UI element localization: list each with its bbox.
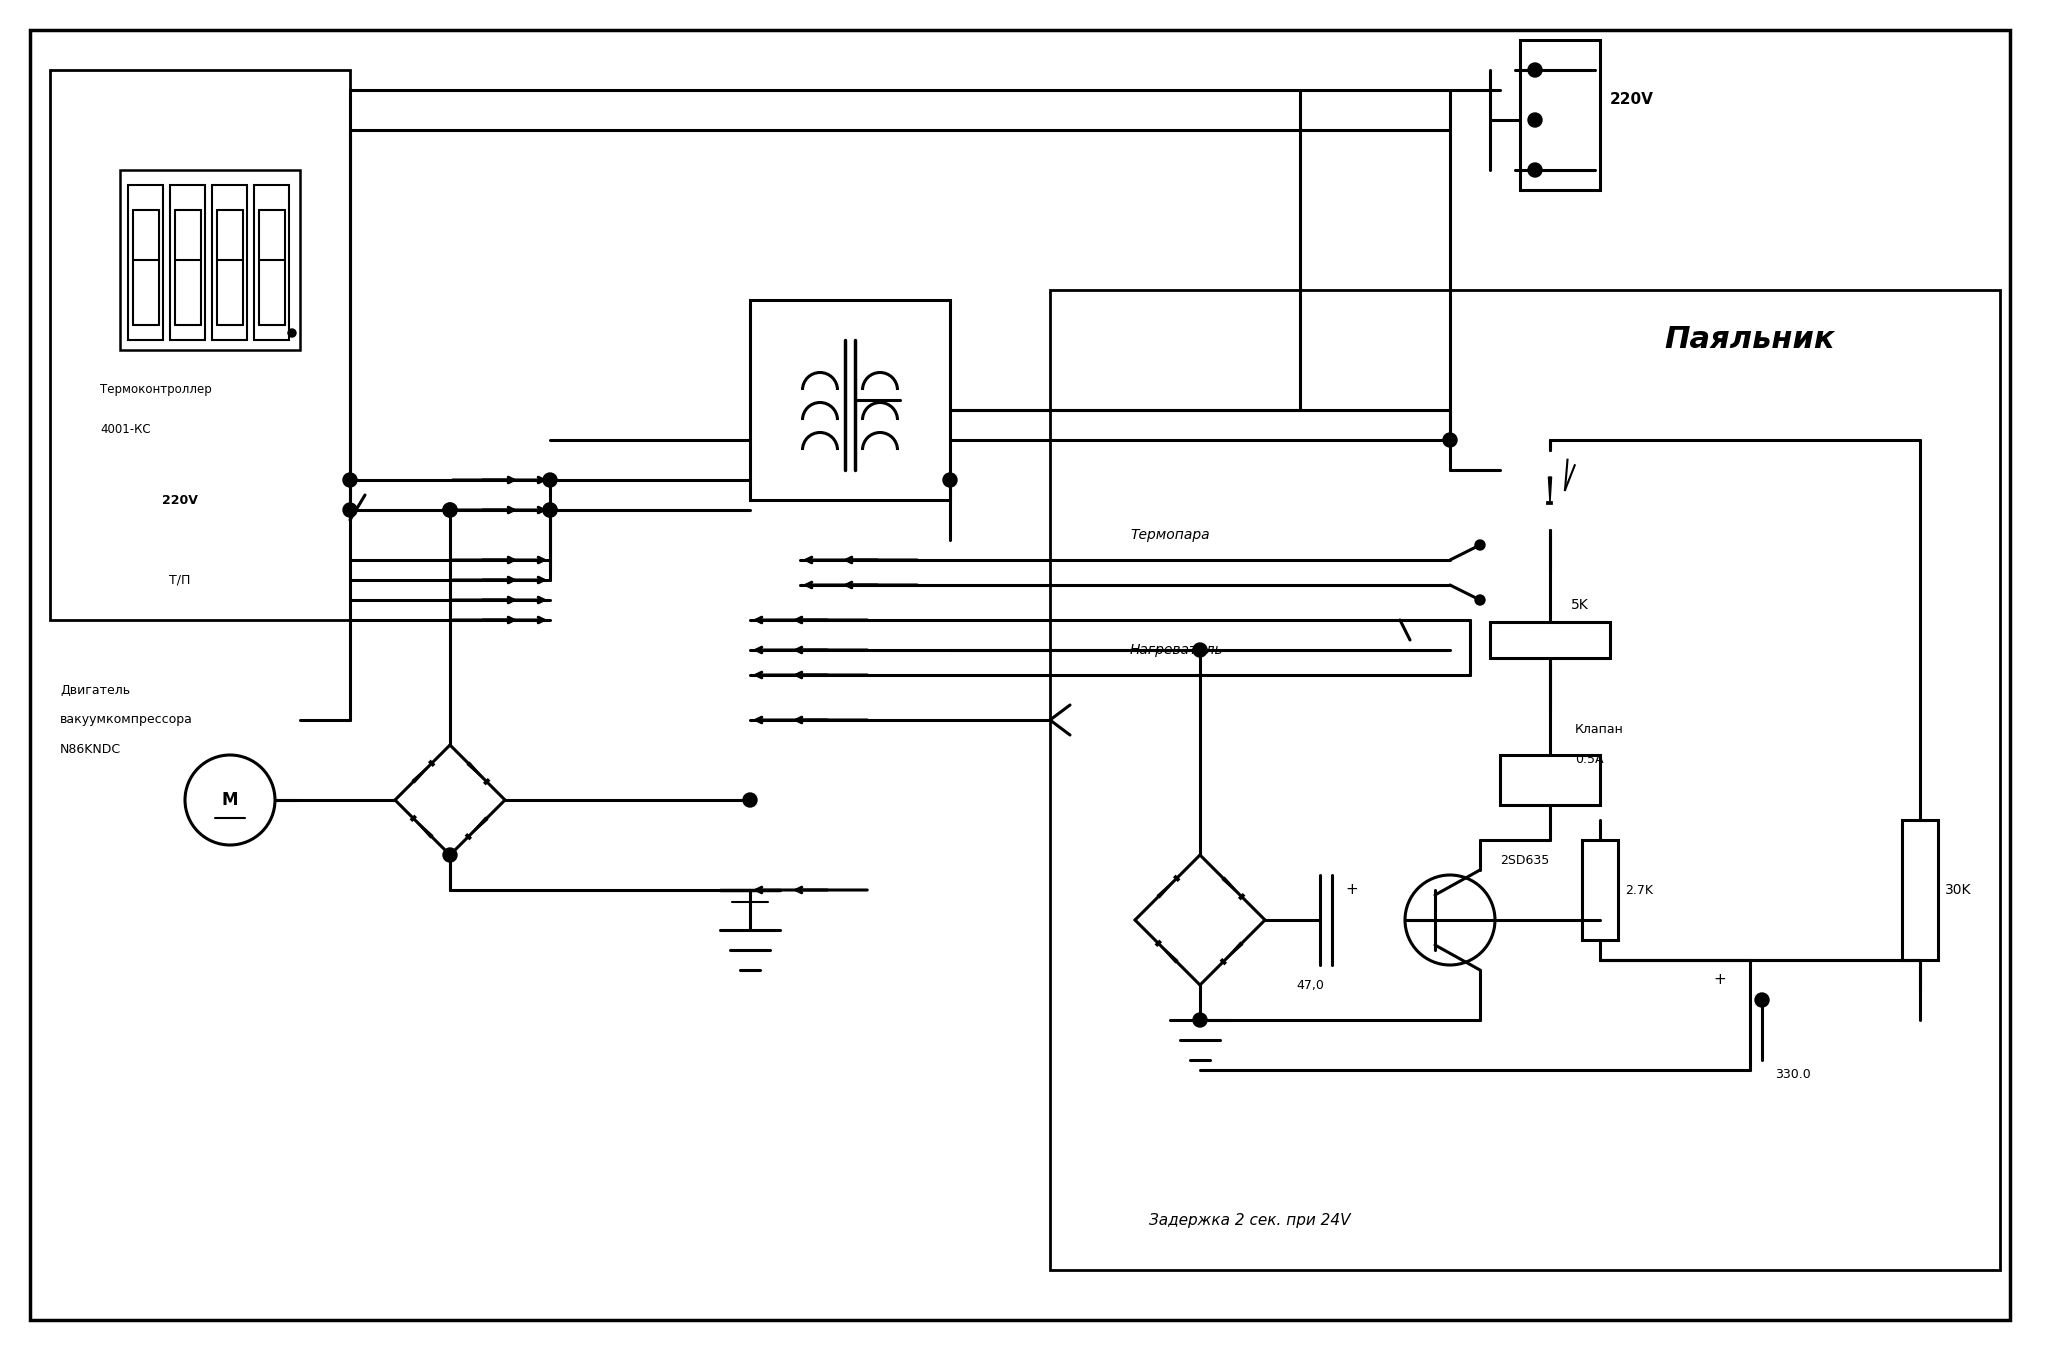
Text: Двигатель: Двигатель: [60, 684, 129, 696]
Text: Термоконтроллер: Термоконтроллер: [101, 384, 212, 396]
Text: 30K: 30K: [1944, 884, 1971, 897]
Circle shape: [1194, 1012, 1206, 1028]
Bar: [171, 185, 206, 340]
Circle shape: [1194, 643, 1206, 658]
Circle shape: [288, 329, 296, 337]
Circle shape: [1529, 63, 1541, 77]
Text: Паяльник: Паяльник: [1665, 326, 1835, 355]
Circle shape: [1529, 163, 1541, 177]
Circle shape: [1475, 595, 1486, 606]
Circle shape: [343, 473, 358, 486]
Text: Т/П: Т/П: [169, 574, 191, 586]
Text: вакуумкомпрессора: вакуумкомпрессора: [60, 714, 193, 726]
Text: +: +: [1714, 973, 1726, 988]
Text: Термопара: Термопара: [1130, 527, 1210, 543]
Text: 2.7K: 2.7K: [1626, 884, 1652, 896]
Polygon shape: [1223, 943, 1243, 962]
Polygon shape: [466, 762, 487, 782]
Polygon shape: [413, 763, 432, 782]
Circle shape: [543, 503, 557, 516]
Text: Задержка 2 сек. при 24V: Задержка 2 сек. при 24V: [1149, 1212, 1350, 1228]
Circle shape: [444, 503, 456, 516]
Text: 220V: 220V: [162, 493, 197, 507]
Circle shape: [1443, 433, 1457, 447]
Circle shape: [444, 503, 456, 516]
Text: 220V: 220V: [1609, 93, 1654, 107]
Text: 5K: 5K: [1572, 597, 1589, 612]
Circle shape: [1529, 112, 1541, 127]
Circle shape: [1475, 540, 1486, 549]
Text: 47,0: 47,0: [1297, 978, 1323, 992]
Polygon shape: [413, 818, 434, 838]
Text: Нагреватель: Нагреватель: [1130, 643, 1223, 658]
Text: Клапан: Клапан: [1574, 723, 1623, 737]
Text: 2SD635: 2SD635: [1500, 854, 1549, 866]
Bar: [255, 185, 290, 340]
Bar: [49, 70, 349, 621]
Polygon shape: [1223, 877, 1241, 897]
Circle shape: [343, 503, 358, 516]
Bar: [1521, 40, 1601, 190]
Text: N86KNDC: N86KNDC: [60, 744, 121, 756]
Circle shape: [744, 793, 756, 807]
Bar: [1050, 290, 2000, 1270]
Text: 0.5А: 0.5А: [1574, 754, 1603, 766]
Bar: [127, 185, 162, 340]
Circle shape: [1755, 993, 1769, 1007]
Bar: [1500, 755, 1601, 806]
Polygon shape: [1157, 878, 1178, 897]
Text: M: M: [222, 790, 238, 810]
Circle shape: [444, 848, 456, 862]
Bar: [750, 300, 949, 500]
Bar: [119, 170, 300, 349]
Polygon shape: [1159, 944, 1178, 963]
Polygon shape: [469, 817, 487, 837]
Text: +: +: [1346, 882, 1358, 897]
Circle shape: [543, 503, 557, 516]
Bar: [212, 185, 247, 340]
Circle shape: [543, 473, 557, 486]
Text: 330.0: 330.0: [1776, 1069, 1810, 1081]
Circle shape: [943, 473, 958, 486]
Bar: [1490, 622, 1609, 658]
Polygon shape: [1547, 477, 1552, 503]
Text: 4001-КС: 4001-КС: [101, 423, 150, 437]
Bar: [1582, 840, 1617, 940]
Bar: [1903, 821, 1938, 960]
